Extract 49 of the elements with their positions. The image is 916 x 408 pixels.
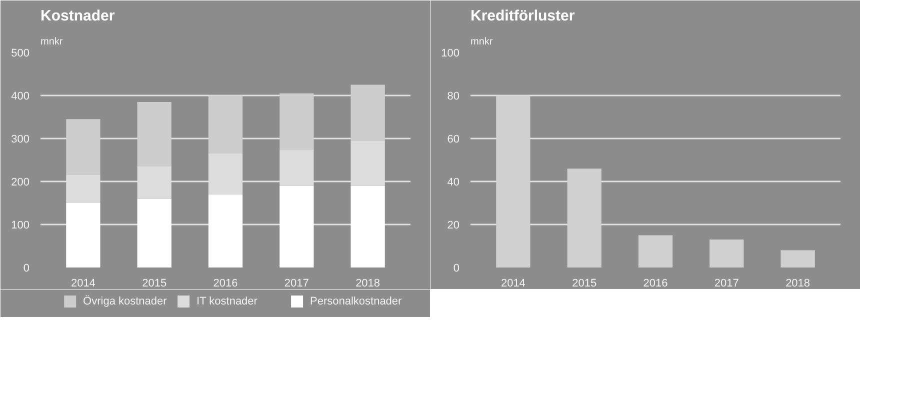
x-tick-label: 2018 [786,278,810,290]
x-tick-label: 2015 [572,278,597,290]
y-tick-label: 400 [11,90,30,102]
legend-label: Övriga kostnader [83,294,168,308]
x-tick-label: 2018 [356,278,380,290]
x-tick-label: 2016 [643,278,668,290]
bar [780,250,815,268]
bar [137,198,172,268]
legend-label: IT kostnader [196,296,258,308]
x-tick-label: 2015 [142,278,167,290]
x-tick-label: 2014 [70,278,96,290]
x-tick-label: 2016 [213,278,238,290]
bar [208,194,243,268]
bar [208,96,243,154]
x-tick-label: 2017 [714,278,739,290]
bar [350,140,385,186]
bar [496,96,530,268]
y-tick-label: 100 [441,48,460,60]
y-tick-label: 60 [447,134,460,146]
y-tick-label: 40 [447,176,460,188]
bar [280,93,314,150]
y-axis-title: mnkr [40,36,64,48]
y-tick-label: 20 [447,220,460,232]
bar [137,102,172,166]
y-tick-label: 80 [447,90,460,102]
bar [137,166,172,199]
bar [66,119,100,176]
y-tick-label: 300 [11,134,30,146]
bar [567,168,602,268]
y-tick-label: 0 [453,262,460,274]
bar [350,186,385,268]
legend-label: Personalkostnader [310,296,402,308]
y-tick-label: 500 [11,48,30,60]
bar [350,84,385,141]
x-tick-label: 2017 [284,278,309,290]
x-tick-label: 2014 [500,278,526,290]
bar [66,175,100,203]
y-tick-label: 0 [23,262,30,274]
y-axis-title: mnkr [470,36,494,48]
bar [280,149,314,186]
chart-title: Kostnader [40,8,115,24]
y-tick-label: 100 [11,220,30,232]
y-tick-label: 200 [11,176,30,188]
bar [710,240,744,268]
bar [280,186,314,268]
bar [66,203,100,268]
bar [638,235,673,268]
chart-title: Kreditförluster [470,8,575,24]
bar [208,154,243,194]
